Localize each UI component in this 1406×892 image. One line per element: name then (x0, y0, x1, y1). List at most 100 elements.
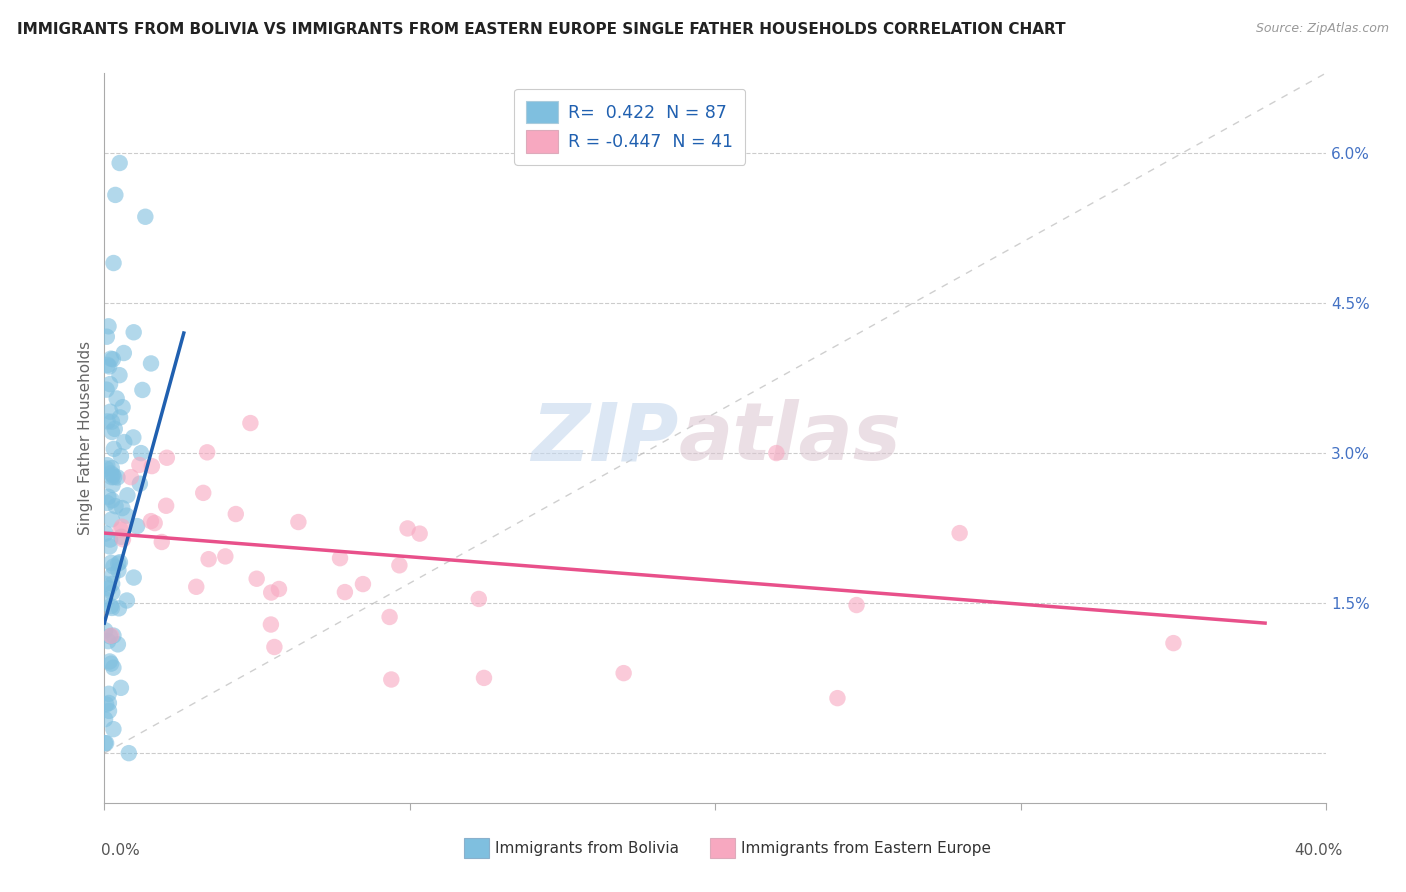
Text: Source: ZipAtlas.com: Source: ZipAtlas.com (1256, 22, 1389, 36)
Point (94, 592, 117, 607)
Point (104, 188, 127, 202)
Point (239, 416, 262, 430)
Point (267, 582, 290, 596)
Point (468, 591, 491, 606)
Point (101, 568, 124, 582)
Point (101, 352, 124, 367)
Point (1163, 636, 1185, 650)
Point (125, 519, 148, 533)
Point (98, 704, 121, 718)
Point (108, 410, 131, 425)
Point (110, 530, 132, 544)
Text: Immigrants from Bolivia: Immigrants from Bolivia (495, 841, 679, 855)
Point (141, 459, 163, 474)
Point (156, 450, 179, 465)
Point (139, 356, 162, 370)
Point (105, 392, 128, 406)
Point (107, 557, 129, 571)
Point (97, 687, 120, 701)
Point (111, 533, 134, 547)
Point (108, 156, 131, 170)
Point (150, 535, 173, 549)
Point (100, 556, 122, 570)
Point (108, 601, 131, 615)
Point (117, 488, 139, 502)
Point (97, 319, 120, 334)
Point (97, 414, 120, 428)
Point (100, 629, 122, 643)
Point (101, 493, 124, 508)
Point (112, 435, 135, 450)
Point (112, 346, 135, 360)
Point (613, 666, 636, 681)
Point (111, 400, 134, 414)
Text: Immigrants from Eastern Europe: Immigrants from Eastern Europe (741, 841, 991, 855)
Point (94, 698, 117, 712)
Point (827, 691, 849, 706)
Point (329, 551, 352, 566)
Point (100, 657, 122, 671)
Point (98, 359, 121, 374)
Point (103, 442, 125, 456)
Point (378, 610, 401, 624)
Point (246, 572, 269, 586)
Point (287, 515, 309, 529)
Point (103, 559, 125, 574)
Point (214, 549, 236, 564)
Point (94, 736, 117, 750)
Legend: R=  0.422  N = 87, R = -0.447  N = 41: R= 0.422 N = 87, R = -0.447 N = 41 (515, 89, 745, 165)
Point (97, 582, 120, 596)
Point (195, 445, 218, 459)
Point (94, 624, 117, 638)
Point (96, 461, 118, 475)
Point (94, 526, 117, 541)
Point (122, 430, 145, 444)
Point (97, 634, 120, 648)
Text: IMMIGRANTS FROM BOLIVIA VS IMMIGRANTS FROM EASTERN EUROPE SINGLE FATHER HOUSEHOL: IMMIGRANTS FROM BOLIVIA VS IMMIGRANTS FR… (17, 22, 1066, 37)
Text: 40.0%: 40.0% (1295, 843, 1343, 858)
Point (110, 681, 132, 695)
Point (263, 640, 285, 654)
Point (104, 499, 127, 513)
Point (100, 351, 122, 366)
Point (98, 540, 121, 554)
Point (388, 558, 411, 573)
Point (96, 329, 118, 343)
Point (186, 580, 208, 594)
Point (103, 629, 125, 643)
Point (107, 563, 129, 577)
Point (101, 577, 124, 591)
Point (110, 449, 132, 463)
Point (101, 478, 124, 492)
Point (111, 501, 134, 516)
Point (139, 514, 162, 528)
Point (122, 570, 145, 584)
Point (100, 512, 122, 526)
Point (101, 585, 124, 599)
Point (94, 712, 117, 726)
Point (97, 490, 120, 504)
Point (472, 671, 495, 685)
Point (101, 415, 124, 429)
Point (100, 461, 122, 475)
Point (225, 507, 247, 521)
Point (103, 722, 125, 736)
Y-axis label: Single Father Households: Single Father Households (79, 341, 93, 535)
Text: atlas: atlas (679, 399, 901, 477)
Point (143, 516, 166, 530)
Point (103, 256, 125, 270)
Point (765, 446, 787, 460)
Point (96, 496, 118, 510)
Point (96, 458, 118, 472)
Point (134, 210, 156, 224)
Point (333, 585, 356, 599)
Point (128, 458, 150, 472)
Point (155, 499, 177, 513)
Point (408, 526, 430, 541)
Point (352, 577, 374, 591)
Point (98, 377, 121, 392)
Point (98, 655, 121, 669)
Point (131, 383, 153, 397)
Point (96, 383, 118, 397)
Point (97, 358, 120, 372)
